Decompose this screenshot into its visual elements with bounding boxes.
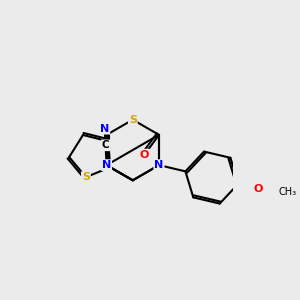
Text: N: N (100, 124, 110, 134)
Text: S: S (129, 115, 137, 125)
Text: S: S (82, 172, 90, 182)
Text: CH₃: CH₃ (278, 188, 297, 197)
Text: N: N (154, 160, 164, 170)
Text: N: N (102, 160, 111, 170)
Text: C: C (102, 140, 110, 150)
Text: O: O (254, 184, 263, 194)
Text: O: O (140, 150, 149, 160)
